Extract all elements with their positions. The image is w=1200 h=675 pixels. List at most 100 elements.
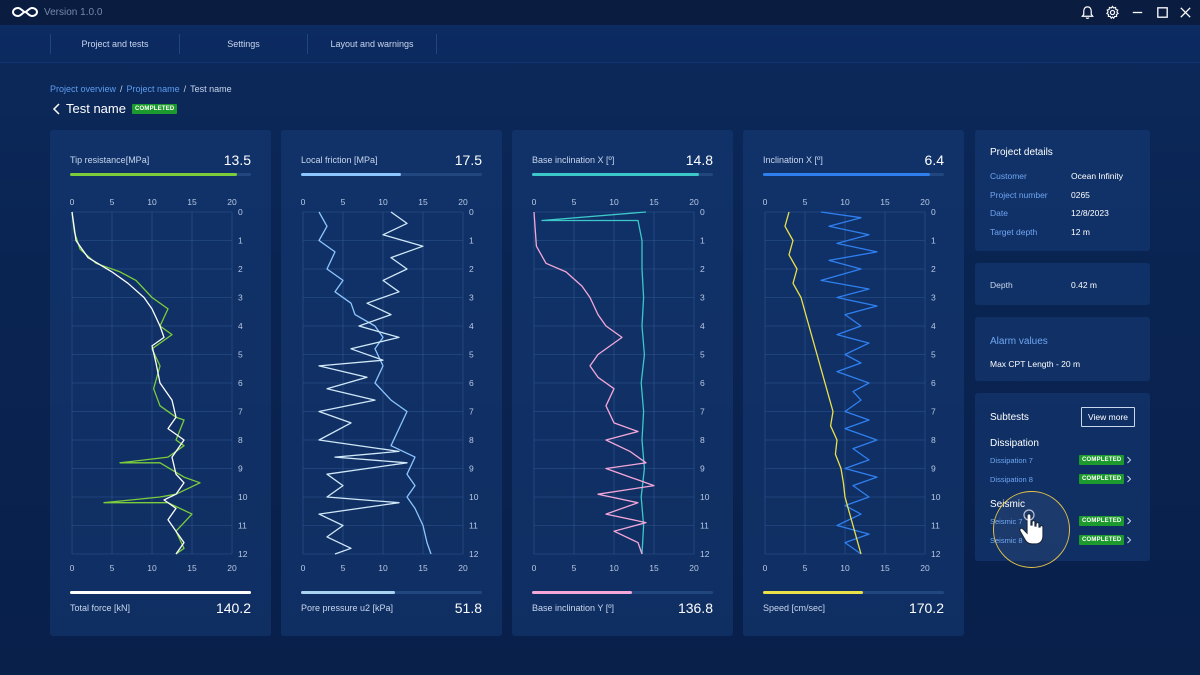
chevron-right-icon[interactable] [1126,517,1132,525]
x-tick-label-bottom: 20 [689,563,699,573]
top-metric-bar [763,173,944,176]
x-tick-label-top: 15 [187,197,197,207]
y-tick-label: 4 [469,321,474,331]
minimize-icon[interactable] [1130,5,1145,20]
y-tick-label: 12 [700,549,710,559]
series-line-1 [820,211,878,555]
maximize-icon[interactable] [1155,5,1170,20]
y-tick-label: 1 [931,236,936,246]
series-line-2 [784,211,862,555]
breadcrumb: Project overview / Project name / Test name [50,84,232,94]
chevron-right-icon[interactable] [1126,536,1132,544]
x-tick-label-top: 5 [110,197,115,207]
infinity-logo-icon [11,6,39,18]
detail-value: 12/8/2023 [1071,208,1109,218]
series-line-2 [71,211,185,555]
y-tick-label: 5 [700,350,705,360]
close-icon[interactable] [1178,5,1193,20]
y-tick-label: 8 [238,435,243,445]
bottom-metric-bar-fill [532,591,632,594]
y-tick-label: 8 [700,435,705,445]
nav-settings[interactable]: Settings [179,34,307,54]
y-tick-label: 3 [700,293,705,303]
series-line-1 [318,211,432,555]
bottom-metric-value: 51.8 [454,600,482,616]
bottom-metric-label: Speed [cm/sec] [763,603,826,613]
x-tick-label-bottom: 15 [418,563,428,573]
series-line-2 [533,211,655,555]
x-tick-label-bottom: 5 [110,563,115,573]
y-tick-label: 11 [238,521,247,531]
bottom-metric-bar-fill [70,591,251,594]
nav-layout-and-warnings[interactable]: Layout and warnings [307,34,436,54]
x-tick-label-top: 20 [689,197,699,207]
breadcrumb-project-overview[interactable]: Project overview [50,84,117,94]
x-tick-label-bottom: 0 [763,563,768,573]
breadcrumb-project-name[interactable]: Project name [126,84,180,94]
top-metric-value: 6.4 [924,152,944,168]
y-tick-label: 5 [469,350,474,360]
x-tick-label-bottom: 10 [147,563,157,573]
y-tick-label: 0 [700,207,705,217]
chart-panel-4: Inclination X [º] 6.4 0 0 5 5 10 10 15 15 20 20 0 1… [743,130,964,636]
y-tick-label: 0 [931,207,936,217]
detail-value: Ocean Infinity [1071,171,1123,181]
gear-icon[interactable] [1105,5,1120,20]
x-tick-label-top: 5 [803,197,808,207]
bottom-metric-bar [301,591,482,594]
chevron-right-icon[interactable] [1126,456,1132,464]
y-tick-label: 5 [931,350,936,360]
detail-key: Date [990,208,1008,218]
x-tick-label-top: 10 [840,197,850,207]
bottom-metric-bar [70,591,251,594]
top-metric-value: 13.5 [223,152,251,168]
status-badge: COMPLETED [1079,516,1125,526]
status-badge: COMPLETED [1079,474,1125,484]
back-chevron-icon[interactable] [52,102,61,116]
status-badge: COMPLETED [1079,535,1125,545]
depth-label: Depth [990,280,1013,290]
bottom-metric-label: Base inclination Y [º] [532,603,615,613]
top-metric-bar-fill [532,173,699,176]
subtests-heading: Subtests [990,412,1029,423]
subtest-item-dissipation-8[interactable]: Dissipation 8 [990,475,1033,484]
x-tick-label-top: 10 [609,197,619,207]
top-metric-value: 14.8 [685,152,713,168]
y-tick-label: 6 [238,378,243,388]
y-tick-label: 12 [931,549,941,559]
bell-icon[interactable] [1080,5,1095,20]
y-tick-label: 3 [469,293,474,303]
top-metric-label: Local friction [MPa] [301,155,378,165]
x-tick-label-top: 5 [341,197,346,207]
y-tick-label: 2 [469,264,474,274]
top-metric-bar [532,173,713,176]
x-tick-label-top: 10 [147,197,157,207]
main-nav: Project and tests Settings Layout and wa… [0,25,1200,63]
y-tick-label: 6 [931,378,936,388]
page-title: Test name [66,101,126,116]
x-tick-label-bottom: 10 [609,563,619,573]
depth-value: 0.42 m [1071,280,1097,290]
x-tick-label-bottom: 0 [301,563,306,573]
bottom-metric-label: Total force [kN] [70,603,131,613]
y-tick-label: 9 [469,464,474,474]
x-tick-label-bottom: 20 [920,563,930,573]
y-tick-label: 2 [931,264,936,274]
subtest-item-dissipation-7[interactable]: Dissipation 7 [990,456,1033,465]
chevron-right-icon[interactable] [1126,475,1132,483]
hand-pointer-icon [1019,509,1044,545]
top-metric-bar-fill [70,173,237,176]
nav-project-and-tests[interactable]: Project and tests [50,34,179,54]
chart-panel-2: Local friction [MPa] 17.5 0 0 5 5 10 10 15 15 20… [281,130,502,636]
y-tick-label: 11 [469,521,478,531]
top-metric-bar-fill [301,173,401,176]
top-metric-bar [70,173,251,176]
x-tick-label-bottom: 10 [840,563,850,573]
view-more-button[interactable]: View more [1081,407,1135,427]
x-tick-label-top: 15 [880,197,890,207]
status-badge: COMPLETED [131,103,178,114]
